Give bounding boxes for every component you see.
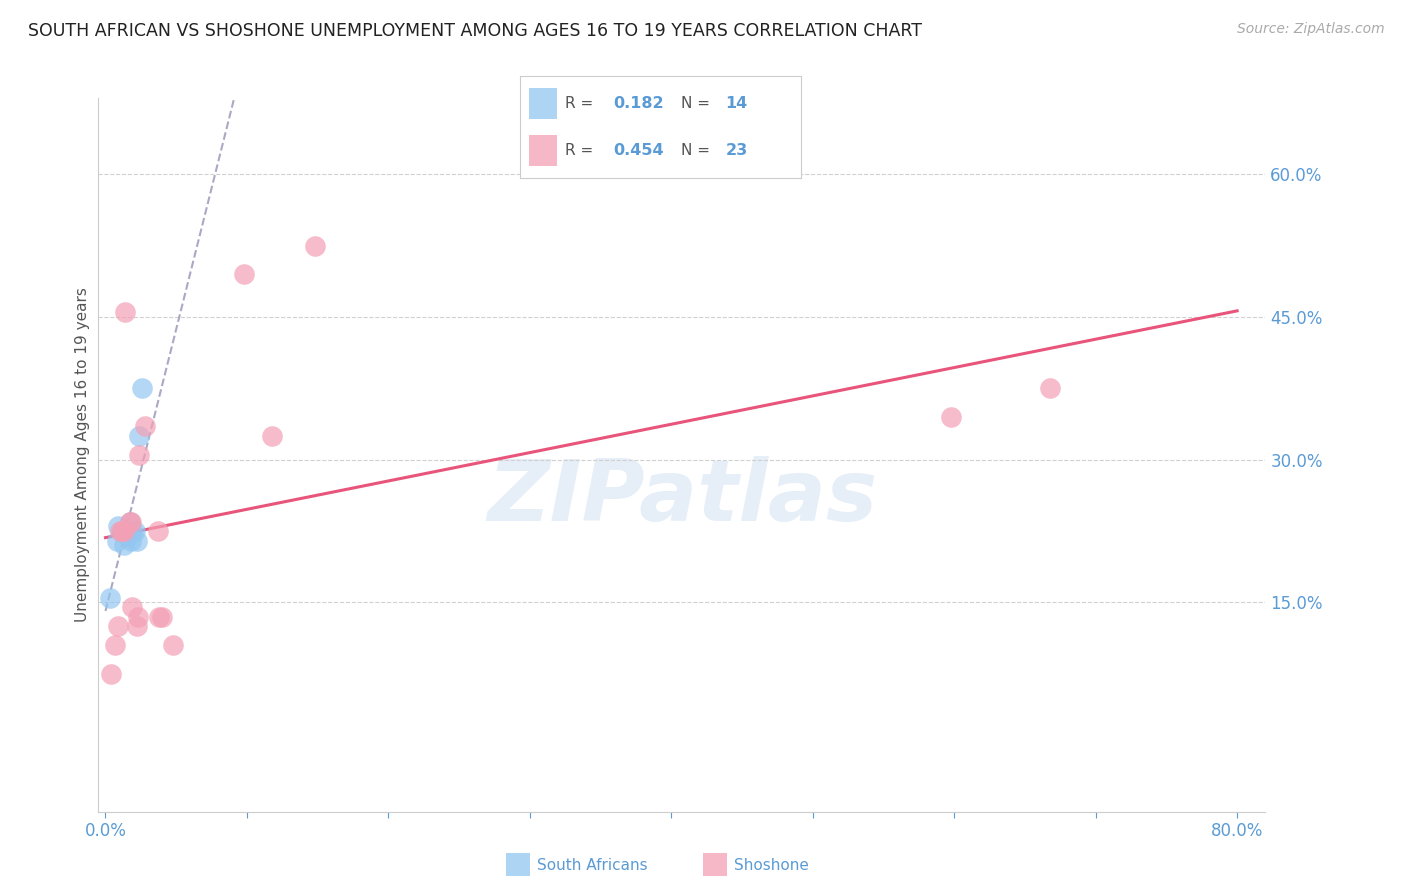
Point	[107, 519, 129, 533]
Point	[148, 609, 170, 624]
Text: Shoshone: Shoshone	[734, 858, 808, 872]
Point	[121, 524, 143, 538]
Point	[941, 409, 963, 424]
Point	[115, 524, 138, 538]
Point	[162, 638, 184, 652]
Point	[134, 419, 156, 434]
Point	[114, 305, 136, 319]
Point	[131, 381, 153, 395]
Point	[120, 533, 142, 548]
Text: R =: R =	[565, 144, 599, 158]
Point	[128, 448, 150, 462]
Point	[118, 515, 141, 529]
Point	[117, 529, 139, 543]
Point	[127, 609, 149, 624]
Point	[125, 619, 148, 633]
Point	[120, 515, 142, 529]
Text: 0.182: 0.182	[613, 96, 664, 111]
Point	[111, 524, 134, 538]
Text: ZIPatlas: ZIPatlas	[486, 456, 877, 540]
Point	[233, 267, 256, 281]
Point	[121, 600, 143, 615]
Text: N =: N =	[681, 96, 714, 111]
Point	[105, 533, 128, 548]
Point	[112, 524, 135, 538]
Point	[262, 429, 284, 443]
Point	[108, 524, 131, 538]
Point	[111, 524, 134, 538]
Point	[107, 619, 129, 633]
Text: N =: N =	[681, 144, 714, 158]
Text: 0.454: 0.454	[613, 144, 664, 158]
Text: R =: R =	[565, 96, 599, 111]
Text: 14: 14	[725, 96, 748, 111]
Point	[98, 591, 121, 605]
Point	[104, 638, 127, 652]
Point	[1039, 381, 1062, 395]
Point	[146, 524, 169, 538]
Text: Source: ZipAtlas.com: Source: ZipAtlas.com	[1237, 22, 1385, 37]
Text: SOUTH AFRICAN VS SHOSHONE UNEMPLOYMENT AMONG AGES 16 TO 19 YEARS CORRELATION CHA: SOUTH AFRICAN VS SHOSHONE UNEMPLOYMENT A…	[28, 22, 922, 40]
Point	[128, 429, 150, 443]
Text: South Africans: South Africans	[537, 858, 648, 872]
Point	[150, 609, 173, 624]
Point	[125, 533, 148, 548]
Point	[100, 666, 122, 681]
Text: 23: 23	[725, 144, 748, 158]
Y-axis label: Unemployment Among Ages 16 to 19 years: Unemployment Among Ages 16 to 19 years	[75, 287, 90, 623]
Point	[304, 238, 326, 252]
Bar	[529, 88, 557, 119]
Point	[118, 515, 141, 529]
Bar	[529, 136, 557, 166]
Point	[124, 524, 146, 538]
Point	[112, 538, 135, 552]
